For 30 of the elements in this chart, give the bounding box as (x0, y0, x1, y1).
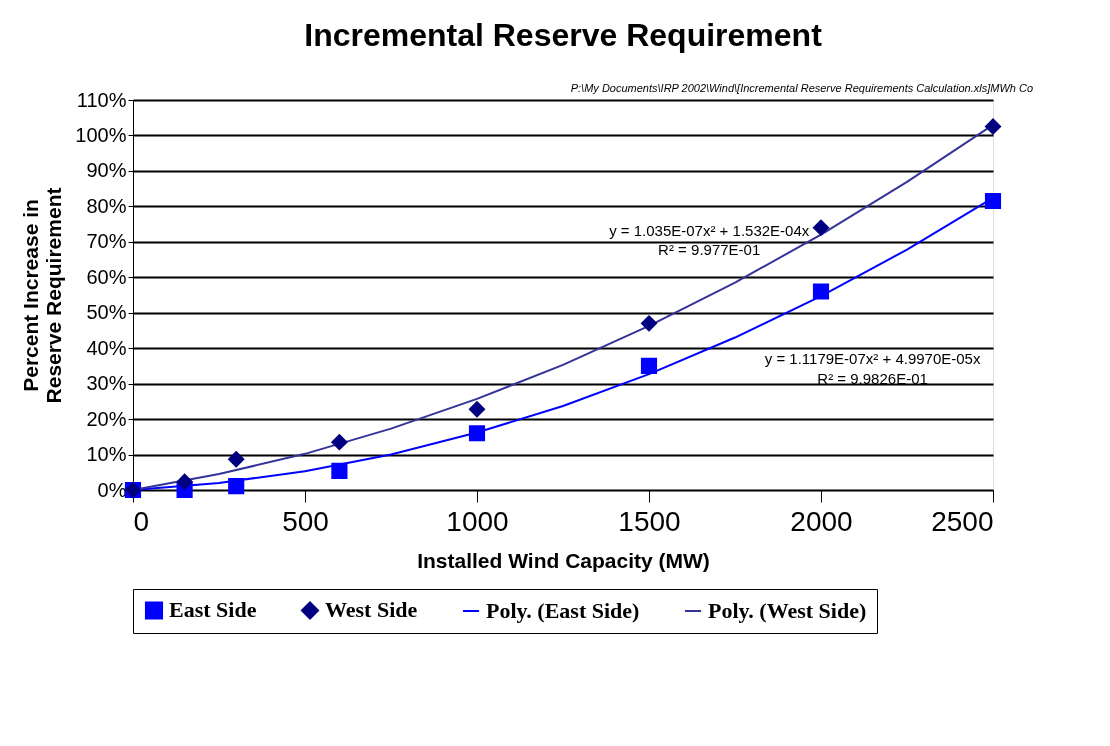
legend-label: East Side (169, 597, 257, 623)
y-tick-label: 80% (86, 194, 127, 217)
annotation: R² = 9.977E-01 (658, 241, 761, 259)
x-tick-label: 1500 (618, 505, 681, 537)
x-tick-label: 0 (133, 505, 150, 537)
annotation: y = 1.035E-07x² + 1.532E-04x (609, 221, 810, 239)
annotation: y = 1.1179E-07x² + 4.9970E-05x (764, 350, 981, 368)
y-axis-title: Percent Increase in Reserve Requirement (19, 187, 66, 404)
chart-title: Incremental Reserve Requirement (304, 17, 823, 53)
legend-label: West Side (325, 597, 418, 623)
y-tick-label: 100% (75, 123, 127, 146)
x-tick-label: 1000 (446, 505, 509, 537)
y-tick-label: 10% (86, 443, 127, 466)
annotation: R² = 9.9826E-01 (817, 369, 928, 387)
y-tick-label: 0% (97, 478, 127, 501)
text: P:\My Documents\IRP 2002\Wind\[Incremental Reserve Requirements Calculation.xls]MWh Co (570, 82, 1033, 94)
y-tick-label: 50% (86, 301, 127, 324)
y-tick-label: 60% (86, 265, 127, 288)
y-tick-label: 110% (76, 88, 127, 111)
x-tick-label: 2500 (931, 505, 994, 537)
y-tick-label: 30% (86, 372, 127, 395)
y-tick-label: 20% (86, 407, 127, 430)
x-axis-title: Installed Wind Capacity (MW) (417, 548, 710, 572)
x-tick-label: 2000 (790, 505, 853, 537)
legend-label: Poly. (East Side) (486, 598, 640, 623)
y-tick-label: 40% (86, 336, 127, 359)
legend-label: Poly. (West Side) (708, 598, 867, 623)
y-tick-label: 70% (86, 230, 127, 253)
x-tick-label: 500 (282, 505, 329, 537)
y-tick-label: 90% (86, 159, 127, 182)
